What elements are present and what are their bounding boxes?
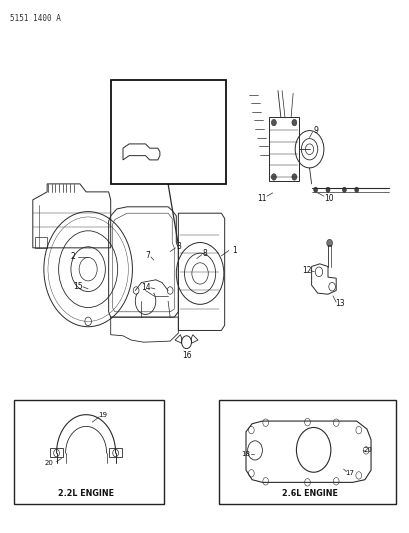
Text: 18: 18 xyxy=(241,451,250,457)
Text: 9: 9 xyxy=(312,126,317,135)
Circle shape xyxy=(291,174,296,180)
Text: 7: 7 xyxy=(145,252,150,260)
FancyBboxPatch shape xyxy=(14,400,164,504)
Circle shape xyxy=(326,239,332,247)
Circle shape xyxy=(354,187,358,192)
Text: 5151 1400 A: 5151 1400 A xyxy=(10,14,61,23)
Text: 12: 12 xyxy=(301,266,311,275)
FancyBboxPatch shape xyxy=(219,400,395,504)
Text: 2.6L ENGINE: 2.6L ENGINE xyxy=(281,489,337,497)
Text: 20: 20 xyxy=(363,447,372,454)
Text: 14: 14 xyxy=(140,284,150,292)
Circle shape xyxy=(313,187,317,192)
Text: 20: 20 xyxy=(45,459,54,466)
Circle shape xyxy=(342,187,346,192)
Circle shape xyxy=(325,187,329,192)
Text: 1: 1 xyxy=(231,246,236,255)
Text: 2.2L ENGINE: 2.2L ENGINE xyxy=(58,489,114,497)
Text: 17: 17 xyxy=(344,470,353,477)
FancyBboxPatch shape xyxy=(110,80,225,184)
Circle shape xyxy=(271,119,276,126)
Text: 19: 19 xyxy=(98,411,107,418)
Circle shape xyxy=(291,119,296,126)
Text: 2: 2 xyxy=(70,253,75,261)
Text: 4: 4 xyxy=(139,167,143,174)
Text: 10: 10 xyxy=(323,194,333,203)
Text: 16: 16 xyxy=(181,351,191,360)
Text: 15: 15 xyxy=(73,282,83,291)
Text: 3: 3 xyxy=(175,242,180,251)
Text: 11: 11 xyxy=(257,194,267,203)
Text: 8: 8 xyxy=(202,249,207,257)
Text: 6: 6 xyxy=(160,143,164,150)
Circle shape xyxy=(271,174,276,180)
Text: 13: 13 xyxy=(335,300,344,308)
Text: 5: 5 xyxy=(162,151,166,158)
Text: 3: 3 xyxy=(139,136,143,143)
